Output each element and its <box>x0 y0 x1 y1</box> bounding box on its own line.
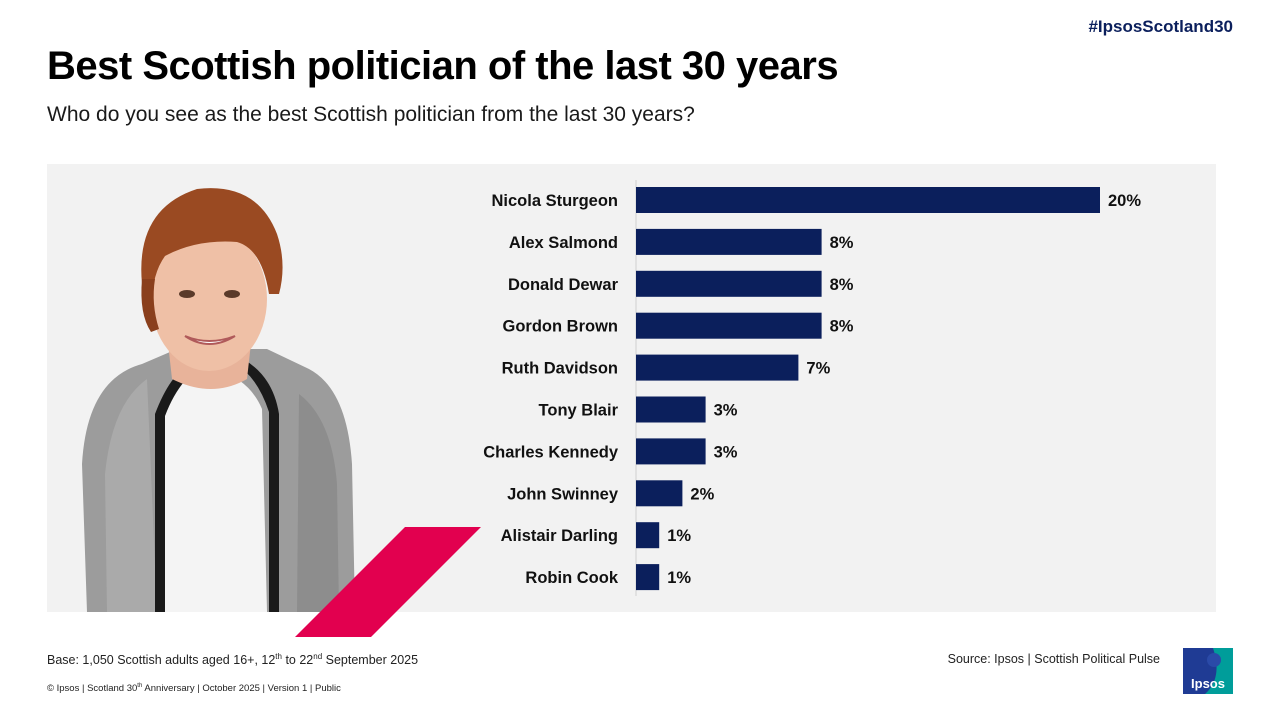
category-label: Alex Salmond <box>509 234 618 252</box>
footnote-source: Source: Ipsos | Scottish Political Pulse <box>947 652 1160 666</box>
data-label: 3% <box>714 443 738 461</box>
bar <box>636 564 660 591</box>
bar <box>636 228 822 255</box>
bar <box>636 187 1100 213</box>
ipsos-logo: Ipsos <box>1183 648 1233 694</box>
bar <box>636 270 822 297</box>
footnote-base: Base: 1,050 Scottish adults aged 16+, 12… <box>47 652 419 668</box>
category-label: Nicola Sturgeon <box>491 192 618 210</box>
logo-text: Ipsos <box>1191 676 1225 691</box>
bar <box>636 522 660 549</box>
data-label: 1% <box>667 569 691 587</box>
category-label: John Swinney <box>507 485 619 503</box>
data-label: 8% <box>830 276 854 294</box>
category-label: Donald Dewar <box>508 276 619 294</box>
page-title: Best Scottish politician of the last 30 … <box>47 44 839 88</box>
data-label: 1% <box>667 527 691 545</box>
bar <box>636 312 822 339</box>
footnote-copyright: © Ipsos | Scotland 30th Anniversary | Oc… <box>47 683 341 695</box>
category-label: Alistair Darling <box>501 527 618 545</box>
data-label: 8% <box>830 318 854 336</box>
bar <box>636 480 683 507</box>
data-label: 8% <box>830 234 854 252</box>
category-label: Charles Kennedy <box>483 443 619 461</box>
category-label: Gordon Brown <box>503 318 618 336</box>
hashtag: #IpsosScotland30 <box>1088 17 1233 36</box>
page-subtitle: Who do you see as the best Scottish poli… <box>47 103 695 126</box>
data-label: 3% <box>714 402 738 420</box>
bar <box>636 354 799 381</box>
bar <box>636 438 706 465</box>
category-label: Tony Blair <box>539 402 619 420</box>
category-label: Robin Cook <box>525 569 618 587</box>
data-label: 7% <box>806 360 830 378</box>
data-label: 2% <box>690 485 714 503</box>
category-label: Ruth Davidson <box>502 360 618 378</box>
data-label: 20% <box>1108 192 1141 210</box>
bar <box>636 396 706 423</box>
